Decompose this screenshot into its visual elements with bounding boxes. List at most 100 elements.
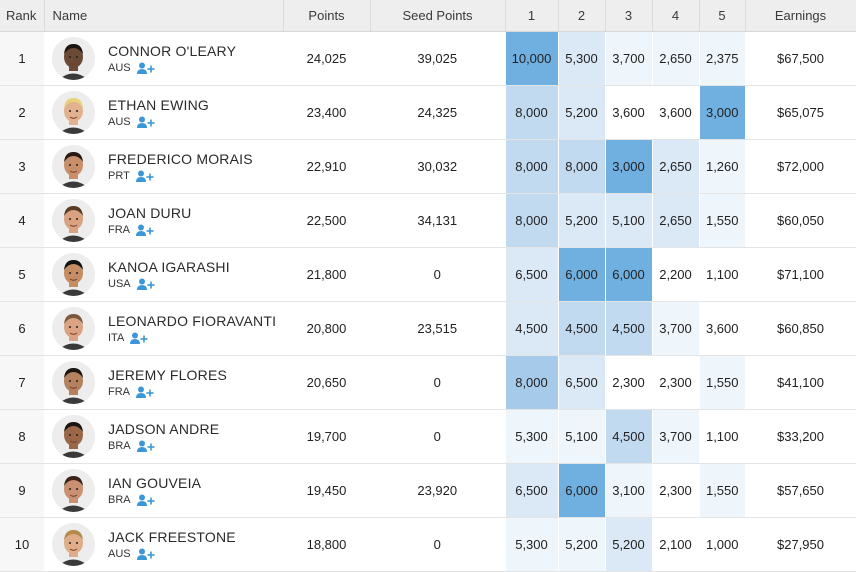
follow-athlete-icon[interactable] bbox=[136, 386, 154, 399]
event-5-result: 2,375 bbox=[698, 31, 745, 86]
athlete-avatar[interactable] bbox=[52, 523, 95, 566]
earnings-cell: $41,100 bbox=[745, 355, 856, 410]
column-header-event-5[interactable]: 5 bbox=[699, 0, 746, 32]
follow-athlete-icon[interactable] bbox=[136, 224, 154, 237]
athlete-avatar[interactable] bbox=[52, 145, 95, 188]
country-code: PRT bbox=[108, 170, 130, 182]
points-cell: 20,800 bbox=[283, 301, 370, 356]
athlete-avatar[interactable] bbox=[52, 415, 95, 458]
event-3-result: 3,100 bbox=[604, 463, 652, 518]
column-header-event-2[interactable]: 2 bbox=[558, 0, 606, 32]
follow-athlete-icon[interactable] bbox=[130, 332, 148, 345]
event-1-result: 8,000 bbox=[504, 355, 558, 410]
event-3-result: 5,100 bbox=[604, 193, 652, 248]
athlete-cell: ETHAN EWING AUS bbox=[44, 85, 283, 140]
event-3-result: 3,000 bbox=[604, 139, 652, 194]
table-row[interactable]: 6 LEONARDO FIORAVANTI ITA bbox=[0, 301, 856, 356]
event-1-result: 5,300 bbox=[504, 409, 558, 464]
athlete-name[interactable]: FREDERICO MORAIS bbox=[108, 150, 253, 167]
table-row[interactable]: 1 CONNOR O'LEARY AUS bbox=[0, 31, 856, 86]
event-5-result: 1,550 bbox=[698, 355, 745, 410]
rank-cell: 7 bbox=[0, 355, 44, 410]
follow-athlete-icon[interactable] bbox=[136, 278, 155, 291]
event-2-result: 5,200 bbox=[557, 85, 605, 140]
column-header-event-4[interactable]: 4 bbox=[652, 0, 700, 32]
column-header-earnings[interactable]: Earnings bbox=[745, 0, 856, 32]
athlete-name[interactable]: IAN GOUVEIA bbox=[108, 474, 202, 491]
event-1-result: 8,000 bbox=[504, 85, 558, 140]
athlete-avatar[interactable] bbox=[52, 199, 95, 242]
event-4-result: 2,300 bbox=[651, 355, 699, 410]
event-2-result: 5,200 bbox=[557, 517, 605, 572]
athlete-name[interactable]: JEREMY FLORES bbox=[108, 366, 228, 383]
athlete-name[interactable]: JOAN DURU bbox=[108, 204, 192, 221]
country-code: FRA bbox=[108, 224, 130, 236]
athlete-avatar[interactable] bbox=[52, 253, 95, 296]
event-2-result: 5,100 bbox=[557, 409, 605, 464]
country-code: ITA bbox=[108, 332, 125, 344]
follow-athlete-icon[interactable] bbox=[135, 170, 154, 183]
table-row[interactable]: 9 IAN GOUVEIA BRA bbox=[0, 463, 856, 518]
event-1-result: 6,500 bbox=[504, 247, 558, 302]
event-5-result: 1,550 bbox=[698, 463, 745, 518]
athlete-name[interactable]: JADSON ANDRE bbox=[108, 420, 220, 437]
athlete-name[interactable]: LEONARDO FIORAVANTI bbox=[108, 312, 277, 329]
follow-athlete-icon[interactable] bbox=[136, 494, 155, 507]
column-header-event-3[interactable]: 3 bbox=[605, 0, 653, 32]
event-5-result: 1,100 bbox=[698, 247, 745, 302]
event-4-result: 3,600 bbox=[651, 85, 699, 140]
athlete-avatar[interactable] bbox=[52, 361, 95, 404]
follow-athlete-icon[interactable] bbox=[136, 116, 155, 129]
column-header-event-1[interactable]: 1 bbox=[505, 0, 559, 32]
athlete-avatar[interactable] bbox=[52, 91, 95, 134]
column-header-rank[interactable]: Rank bbox=[0, 0, 45, 32]
athlete-name[interactable]: KANOA IGARASHI bbox=[108, 258, 230, 275]
event-2-result: 6,000 bbox=[557, 247, 605, 302]
athlete-name[interactable]: JACK FREESTONE bbox=[108, 528, 236, 545]
athlete-name[interactable]: CONNOR O'LEARY bbox=[108, 42, 237, 59]
table-row[interactable]: 2 ETHAN EWING AUS bbox=[0, 85, 856, 140]
country-code: AUS bbox=[108, 548, 131, 560]
follow-athlete-icon[interactable] bbox=[136, 62, 155, 75]
points-cell: 19,450 bbox=[283, 463, 370, 518]
rank-cell: 5 bbox=[0, 247, 44, 302]
earnings-cell: $27,950 bbox=[745, 517, 856, 572]
event-5-result: 1,260 bbox=[698, 139, 745, 194]
event-2-result: 4,500 bbox=[557, 301, 605, 356]
country-code: BRA bbox=[108, 494, 131, 506]
event-1-result: 5,300 bbox=[504, 517, 558, 572]
athlete-cell: KANOA IGARASHI USA bbox=[44, 247, 283, 302]
country-code: USA bbox=[108, 278, 131, 290]
athlete-avatar[interactable] bbox=[52, 469, 95, 512]
athlete-cell: JACK FREESTONE AUS bbox=[44, 517, 283, 572]
table-row[interactable]: 4 JOAN DURU FRA bbox=[0, 193, 856, 248]
event-5-result: 1,550 bbox=[698, 193, 745, 248]
athlete-name[interactable]: ETHAN EWING bbox=[108, 96, 209, 113]
event-2-result: 5,200 bbox=[557, 193, 605, 248]
rank-cell: 1 bbox=[0, 31, 44, 86]
rank-cell: 6 bbox=[0, 301, 44, 356]
earnings-cell: $72,000 bbox=[745, 139, 856, 194]
rank-cell: 3 bbox=[0, 139, 44, 194]
seed-points-cell: 34,131 bbox=[370, 193, 505, 248]
country-code: FRA bbox=[108, 386, 130, 398]
event-3-result: 4,500 bbox=[604, 409, 652, 464]
earnings-cell: $57,650 bbox=[745, 463, 856, 518]
follow-athlete-icon[interactable] bbox=[136, 440, 155, 453]
event-5-result: 3,600 bbox=[698, 301, 745, 356]
athlete-avatar[interactable] bbox=[52, 307, 95, 350]
column-header-name[interactable]: Name bbox=[44, 0, 284, 32]
event-5-result: 1,000 bbox=[698, 517, 745, 572]
athlete-avatar[interactable] bbox=[52, 37, 95, 80]
table-row[interactable]: 10 JACK FREESTONE AUS bbox=[0, 517, 856, 572]
table-row[interactable]: 3 FREDERICO MORAIS PRT bbox=[0, 139, 856, 194]
table-row[interactable]: 5 KANOA IGARASHI USA bbox=[0, 247, 856, 302]
column-header-seed-points[interactable]: Seed Points bbox=[370, 0, 506, 32]
table-row[interactable]: 8 JADSON ANDRE BRA bbox=[0, 409, 856, 464]
column-header-points[interactable]: Points bbox=[283, 0, 371, 32]
table-row[interactable]: 7 JEREMY FLORES FRA bbox=[0, 355, 856, 410]
follow-athlete-icon[interactable] bbox=[136, 548, 155, 561]
event-3-result: 6,000 bbox=[604, 247, 652, 302]
event-1-result: 8,000 bbox=[504, 193, 558, 248]
